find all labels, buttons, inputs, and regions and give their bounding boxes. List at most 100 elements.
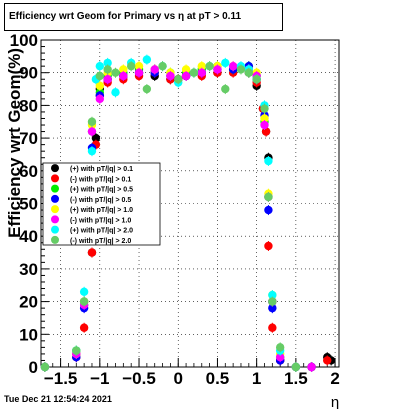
data-point [174,75,183,84]
chart-title: Efficiency wrt Geom for Primary vs η at … [4,3,283,31]
data-point [264,192,273,202]
data-point [87,248,97,257]
data-point [87,146,97,156]
data-point [268,290,277,300]
legend-label: (+) with pT/|q| > 2.0 [70,228,133,235]
data-point [197,61,206,71]
x-tick-label: −1 [90,369,109,388]
data-point [268,323,277,332]
data-point [213,65,222,74]
y-tick-label: 30 [19,260,38,279]
data-point [236,65,246,74]
legend-marker [51,174,59,183]
data-point [103,65,112,74]
data-point [181,71,191,81]
data-point [205,61,214,71]
y-tick-label: 50 [19,195,38,214]
data-point [134,61,144,71]
x-tick-label: 0 [174,369,183,388]
data-point [261,127,271,136]
data-point [158,61,167,71]
data-point [79,297,89,306]
data-point [40,362,50,372]
data-point [142,55,152,64]
legend-box [42,162,161,246]
data-point [103,75,112,84]
data-point [87,117,97,126]
data-point [95,81,105,90]
data-point [111,68,120,77]
data-point [87,127,97,136]
data-point [181,65,191,74]
data-point [126,61,136,71]
data-point [119,65,128,74]
data-point [111,88,120,97]
data-point [260,104,269,113]
y-tick-label: 70 [19,129,38,148]
data-point [260,114,269,123]
x-tick-label: 2 [330,369,339,388]
data-point [275,343,285,352]
data-point [260,120,269,130]
data-point [252,75,261,84]
legend-marker [51,225,59,234]
data-point [291,362,301,372]
legend-label: (-) with pT/|q| > 1.0 [70,217,131,224]
data-point [95,71,105,81]
data-point [150,65,159,74]
x-tick-label: 0.5 [206,369,230,388]
legend-label: (+) with pT/|q| > 1.0 [70,207,133,214]
data-point [79,287,89,296]
data-point [95,94,105,104]
x-tick-label: 1 [252,369,261,388]
legend-label: (-) with pT/|q| > 2.0 [70,238,131,245]
data-point [221,58,230,68]
y-tick-label: 60 [19,162,38,181]
timestamp: Tue Dec 21 12:54:24 2021 [4,394,112,404]
y-tick-label: 40 [19,227,38,246]
data-point [244,68,254,77]
data-point [228,61,238,71]
x-tick-label: −1.5 [44,369,78,388]
data-point [197,68,206,77]
legend-label: (+) with pT/|q| > 0.5 [70,187,133,194]
legend-marker [51,205,59,214]
y-axis-label: Efficiency wrt Geom(%) [5,48,24,238]
legend-marker [51,184,59,193]
y-tick-label: 0 [29,358,38,377]
data-point [264,205,273,215]
data-point [142,84,152,94]
y-tick-label: 80 [19,96,38,115]
data-point [323,356,332,365]
series-8 [40,61,301,372]
y-tick-label: 10 [19,325,38,344]
data-point [79,323,89,332]
data-point [307,362,316,372]
legend-marker [51,194,59,203]
y-tick-label: 20 [19,293,38,312]
legend-marker [51,235,59,244]
y-tick-label: 100 [10,31,38,50]
legend-marker [51,215,59,224]
data-point [72,346,81,355]
data-point [264,156,273,166]
legend-marker [51,164,59,173]
data-point [134,68,144,77]
data-point [91,133,101,143]
data-point [166,71,175,81]
y-tick-label: 90 [19,64,38,83]
data-point [119,71,128,81]
data-point [275,352,285,362]
legend-label: (-) with pT/|q| > 0.5 [70,197,131,204]
data-point [268,303,277,313]
legend-label: (+) with pT/|q| > 0.1 [70,166,133,173]
legend-label: (-) with pT/|q| > 0.1 [70,176,131,183]
data-point [264,241,273,251]
x-tick-label: 1.5 [284,369,308,388]
x-tick-label: −0.5 [122,369,156,388]
data-point [189,68,199,77]
data-point [268,297,277,306]
data-point [103,58,112,68]
x-axis-label: η [331,394,339,409]
